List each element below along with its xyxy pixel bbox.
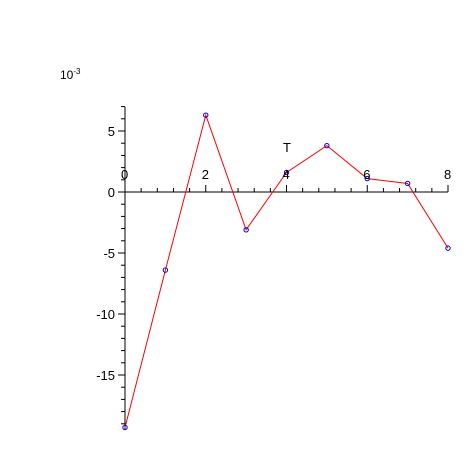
x-tick-label: 6 <box>363 167 370 182</box>
data-point <box>364 175 370 182</box>
series-line <box>124 113 449 428</box>
x-tick-label: 8 <box>444 167 451 182</box>
y-tick-label: -15 <box>96 368 115 383</box>
y-tick-label: 5 <box>108 124 115 139</box>
axes <box>118 106 449 430</box>
y-tick-label: -5 <box>103 246 115 261</box>
y-scale-note: 10-3 <box>60 67 81 82</box>
x-axis-label: T <box>283 140 291 155</box>
data-point <box>404 180 411 187</box>
data-point <box>122 424 128 431</box>
data-point <box>162 267 169 273</box>
x-tick-label: 2 <box>202 167 209 182</box>
data-point <box>324 142 330 149</box>
y-scale-base: 10 <box>60 68 74 82</box>
data-point <box>243 227 249 233</box>
x-tick-label: 0 <box>121 167 128 182</box>
data-point <box>203 112 209 118</box>
y-tick-label: 0 <box>108 185 115 200</box>
x-tick-label: 4 <box>283 167 290 182</box>
labels: 0 2 4 6 8 5 0 -5 -10 -15 <box>96 124 451 383</box>
data-point <box>445 245 451 251</box>
y-tick-label: -10 <box>96 307 115 322</box>
y-scale-exponent: -3 <box>73 67 81 76</box>
data-point <box>283 169 290 176</box>
series-layer <box>122 112 451 431</box>
